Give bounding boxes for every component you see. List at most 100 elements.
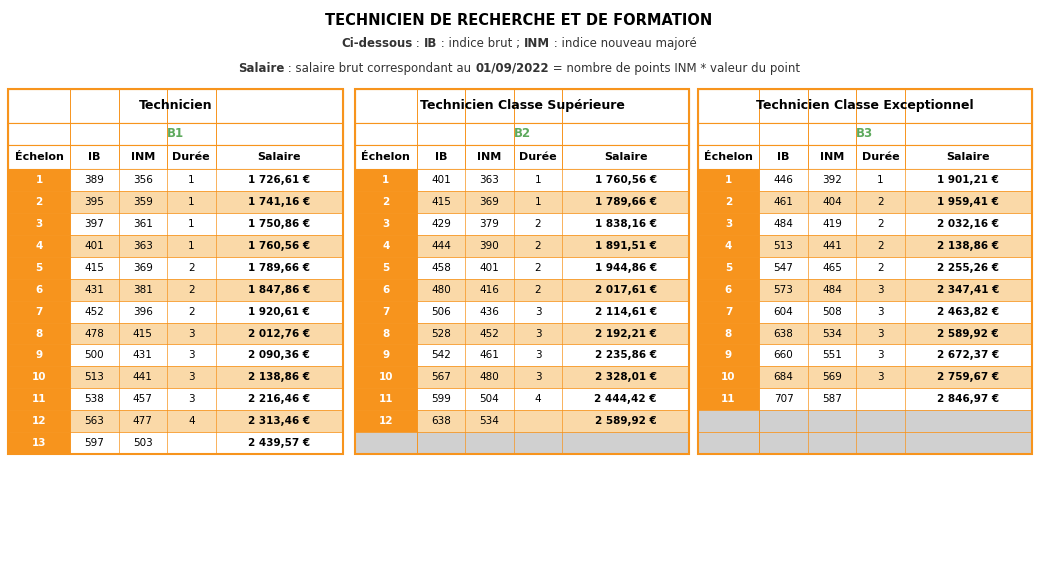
Text: 604: 604 [773,306,793,317]
Bar [71,432,343,454]
Text: INM: INM [524,37,550,51]
Text: 2 672,37 €: 2 672,37 € [937,350,1000,361]
Text: 1: 1 [188,241,194,251]
Text: 401: 401 [480,263,499,273]
Bar [8,213,71,235]
Text: 2: 2 [188,285,194,295]
Bar [698,191,760,213]
Text: 1: 1 [382,175,389,185]
Text: 395: 395 [84,197,104,207]
Text: 8: 8 [35,328,43,339]
Text: 1 847,86 €: 1 847,86 € [248,285,310,295]
Bar [355,388,417,410]
Text: 1 726,61 €: 1 726,61 € [248,175,310,185]
Text: 361: 361 [133,219,153,229]
Text: 2: 2 [35,197,43,207]
Bar [355,344,417,366]
Text: 1: 1 [188,175,194,185]
Bar [417,366,689,388]
Bar [698,235,760,257]
Text: 11: 11 [721,394,736,404]
Bar [698,89,1032,454]
Text: 381: 381 [133,285,153,295]
Text: 3: 3 [877,328,883,339]
Bar [8,432,71,454]
Text: 500: 500 [84,350,104,361]
Text: 1 944,86 €: 1 944,86 € [595,263,657,273]
Text: 504: 504 [480,394,499,404]
Text: 2: 2 [535,263,541,273]
Text: 2: 2 [877,197,883,207]
Bar [355,235,417,257]
Bar [760,366,1032,388]
Text: 2 759,67 €: 2 759,67 € [937,372,1000,382]
Text: 2 463,82 €: 2 463,82 € [937,306,1000,317]
Text: 2: 2 [535,241,541,251]
Text: 4: 4 [725,241,732,251]
Text: 3: 3 [188,372,194,382]
Text: 431: 431 [133,350,153,361]
Text: 503: 503 [133,438,153,448]
Text: 419: 419 [822,219,842,229]
Text: IB: IB [424,37,437,51]
Text: Technicien Classe Supérieure: Technicien Classe Supérieure [419,100,625,112]
Text: 534: 534 [480,416,499,426]
Text: 401: 401 [431,175,450,185]
Text: 444: 444 [431,241,450,251]
Text: 7: 7 [382,306,389,317]
Text: 508: 508 [822,306,842,317]
Bar [8,388,71,410]
Bar [417,169,689,191]
Text: 2 846,97 €: 2 846,97 € [937,394,1000,404]
Text: 506: 506 [431,306,450,317]
Text: 3: 3 [382,219,389,229]
Text: Échelon: Échelon [15,152,63,162]
Text: 369: 369 [133,263,153,273]
Bar [71,169,343,191]
Bar [417,344,689,366]
Text: IB: IB [88,152,101,162]
Text: 369: 369 [480,197,499,207]
Bar [355,145,689,169]
Bar [760,169,1032,191]
Bar [417,213,689,235]
Text: 3: 3 [535,350,541,361]
Text: 569: 569 [822,372,842,382]
Text: 2: 2 [188,263,194,273]
Text: 1: 1 [535,197,541,207]
Text: Échelon: Échelon [361,152,410,162]
Text: 563: 563 [84,416,104,426]
Text: 3: 3 [877,306,883,317]
Bar [417,279,689,301]
Bar [8,257,71,279]
Text: 638: 638 [431,416,450,426]
Bar [760,257,1032,279]
Text: : indice nouveau majoré: : indice nouveau majoré [550,37,696,51]
Bar [698,145,1032,169]
Text: 12: 12 [32,416,47,426]
Text: 3: 3 [877,372,883,382]
Bar [698,301,760,323]
Bar [760,213,1032,235]
Text: 1: 1 [188,197,194,207]
Text: 3: 3 [188,394,194,404]
Text: 9: 9 [382,350,389,361]
Bar [417,235,689,257]
Text: 3: 3 [725,219,732,229]
Text: 1 741,16 €: 1 741,16 € [248,197,310,207]
Bar [760,301,1032,323]
Bar [8,169,71,191]
Text: : indice brut ;: : indice brut ; [437,37,524,51]
Text: 415: 415 [84,263,104,273]
Text: 480: 480 [480,372,499,382]
Text: INM: INM [477,152,501,162]
Text: 429: 429 [431,219,450,229]
Bar [417,323,689,344]
Bar [760,410,1032,432]
Bar [355,191,417,213]
Text: 1 838,16 €: 1 838,16 € [595,219,657,229]
Text: 551: 551 [822,350,842,361]
Text: Salaire: Salaire [947,152,990,162]
Text: 1: 1 [35,175,43,185]
Text: 01/09/2022: 01/09/2022 [475,62,549,75]
